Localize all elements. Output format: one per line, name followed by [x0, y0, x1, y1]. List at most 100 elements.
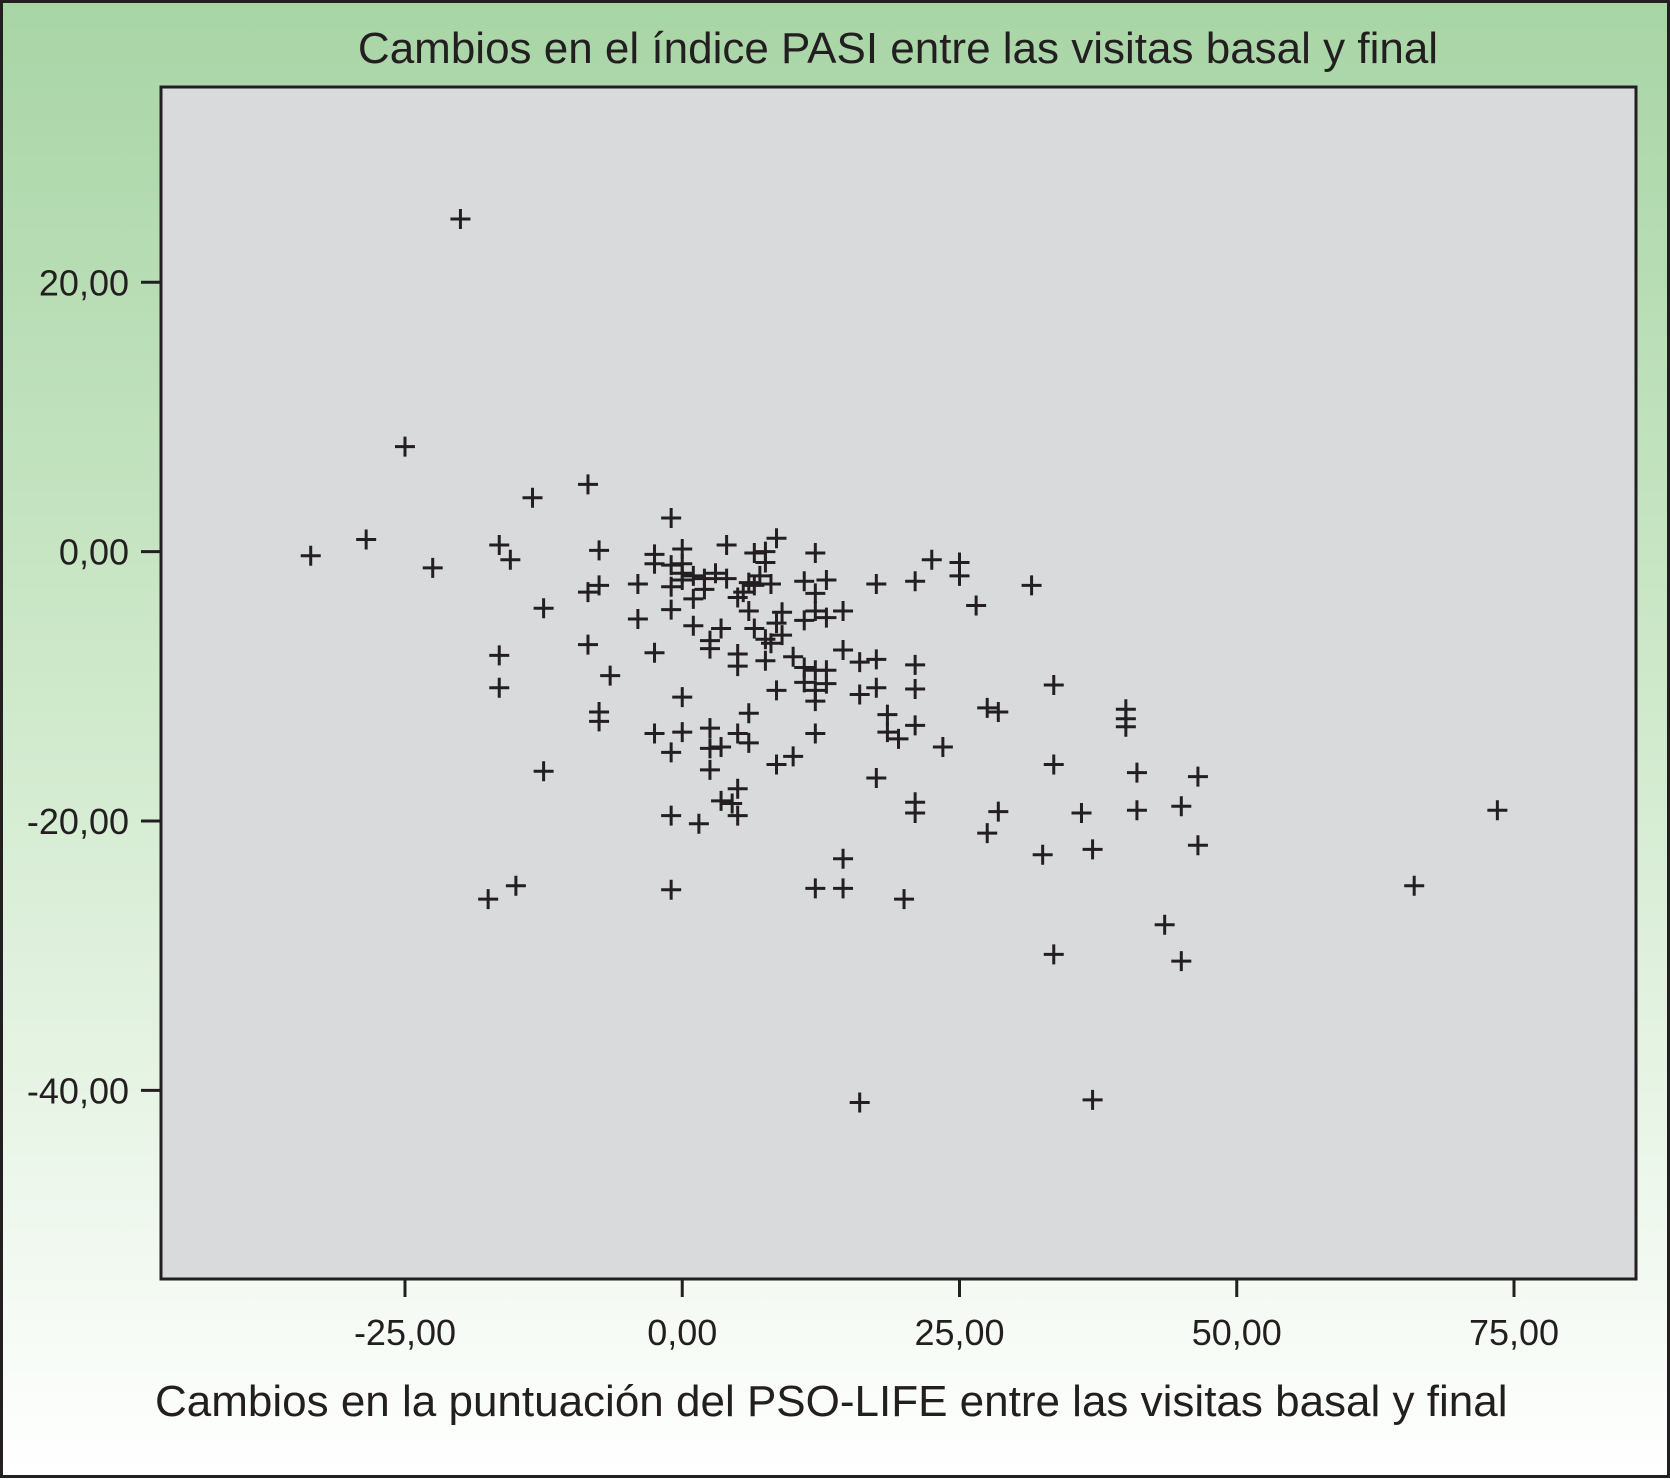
scatter-point: [766, 754, 787, 775]
scatter-point: [766, 528, 787, 549]
scatter-point: [300, 545, 321, 566]
scatter-point: [783, 646, 804, 667]
scatter-point: [766, 613, 787, 634]
scatter-point: [356, 529, 377, 550]
scatter-point: [977, 823, 998, 844]
scatter-point: [866, 677, 887, 698]
scatter-point: [1126, 762, 1147, 783]
scatter-point: [533, 761, 554, 782]
scatter-point: [794, 672, 815, 693]
scatter-point: [805, 543, 826, 564]
scatter-point: [577, 582, 598, 603]
scatter-point: [727, 723, 748, 744]
scatter-point: [866, 649, 887, 670]
scatter-point: [1487, 800, 1508, 821]
scatter-point: [905, 715, 926, 736]
y-tick-label: -20,00: [27, 801, 129, 842]
scatter-point: [699, 718, 720, 739]
scatter-point: [1171, 951, 1192, 972]
scatter-point: [905, 571, 926, 592]
scatter-point: [644, 642, 665, 663]
x-tick-label: 50,00: [1192, 1312, 1282, 1353]
scatter-point: [816, 607, 837, 628]
scatter-point: [1082, 1089, 1103, 1110]
scatter-point: [1021, 575, 1042, 596]
x-axis-title: Cambios en la puntuación del PSO-LIFE en…: [155, 1377, 1507, 1426]
scatter-point: [711, 790, 732, 811]
scatter-point: [716, 534, 737, 555]
scatter-point: [699, 759, 720, 780]
scatter-point: [921, 549, 942, 570]
data-points: [300, 208, 1508, 1113]
x-tick-label: 75,00: [1469, 1312, 1559, 1353]
scatter-point: [755, 650, 776, 671]
scatter-point: [1115, 716, 1136, 737]
scatter-point: [794, 571, 815, 592]
scatter-point: [1043, 675, 1064, 696]
scatter-point: [977, 697, 998, 718]
scatter-point: [738, 732, 759, 753]
scatter-point: [888, 728, 909, 749]
scatter-point: [522, 487, 543, 508]
scatter-point: [705, 563, 726, 584]
scatter-point: [688, 813, 709, 834]
scatter-point: [489, 534, 510, 555]
scatter-point: [772, 625, 793, 646]
scatter-point: [661, 805, 682, 826]
scatter-point: [738, 600, 759, 621]
x-tick-label: 0,00: [647, 1312, 717, 1353]
scatter-point: [833, 640, 854, 661]
scatter-point: [766, 680, 787, 701]
scatter-point: [661, 879, 682, 900]
scatter-point: [905, 802, 926, 823]
scatter-point: [422, 557, 443, 578]
scatter-point: [755, 552, 776, 573]
scatter-point: [805, 878, 826, 899]
scatter-point: [805, 600, 826, 621]
scatter-point: [683, 615, 704, 636]
scatter-point: [833, 848, 854, 869]
scatter-point: [932, 736, 953, 757]
scatter-point: [833, 600, 854, 621]
scatter-point: [894, 889, 915, 910]
scatter-point: [505, 875, 526, 896]
x-axis: -25,00 0,00 25,00 50,00 75,00: [354, 1279, 1559, 1353]
scatter-point: [760, 633, 781, 654]
scatter-point: [683, 565, 704, 586]
scatter-point: [600, 665, 621, 686]
scatter-point: [577, 474, 598, 495]
scatter-point: [489, 677, 510, 698]
scatter-point: [1071, 802, 1092, 823]
scatter-point: [816, 673, 837, 694]
scatter-point: [694, 579, 715, 600]
scatter-point: [877, 704, 898, 725]
scatter-point: [805, 583, 826, 604]
scatter-point: [849, 1092, 870, 1113]
scatter-point: [849, 652, 870, 673]
scatter-point: [866, 767, 887, 788]
scatter-point: [727, 778, 748, 799]
scatter-point: [716, 568, 737, 589]
scatter-point: [672, 569, 693, 590]
scatter-point: [722, 793, 743, 814]
plot-area: [159, 85, 1638, 1281]
x-tick-label: 25,00: [914, 1312, 1004, 1353]
scatter-point: [627, 609, 648, 630]
scatter-point: [661, 742, 682, 763]
scatter-point: [1082, 839, 1103, 860]
scatter-point: [533, 598, 554, 619]
scatter-point: [738, 703, 759, 724]
scatter-point: [394, 436, 415, 457]
scatter-point: [833, 878, 854, 899]
scatter-point: [489, 645, 510, 666]
scatter-point: [905, 679, 926, 700]
scatter-point: [672, 722, 693, 743]
scatter-point: [711, 736, 732, 757]
scatter-point: [1032, 844, 1053, 865]
scatter-point: [905, 654, 926, 675]
scatter-point: [1043, 754, 1064, 775]
scatter-point: [589, 711, 610, 732]
scatter-point: [661, 576, 682, 597]
scatter-point: [849, 684, 870, 705]
scatter-point: [744, 618, 765, 639]
